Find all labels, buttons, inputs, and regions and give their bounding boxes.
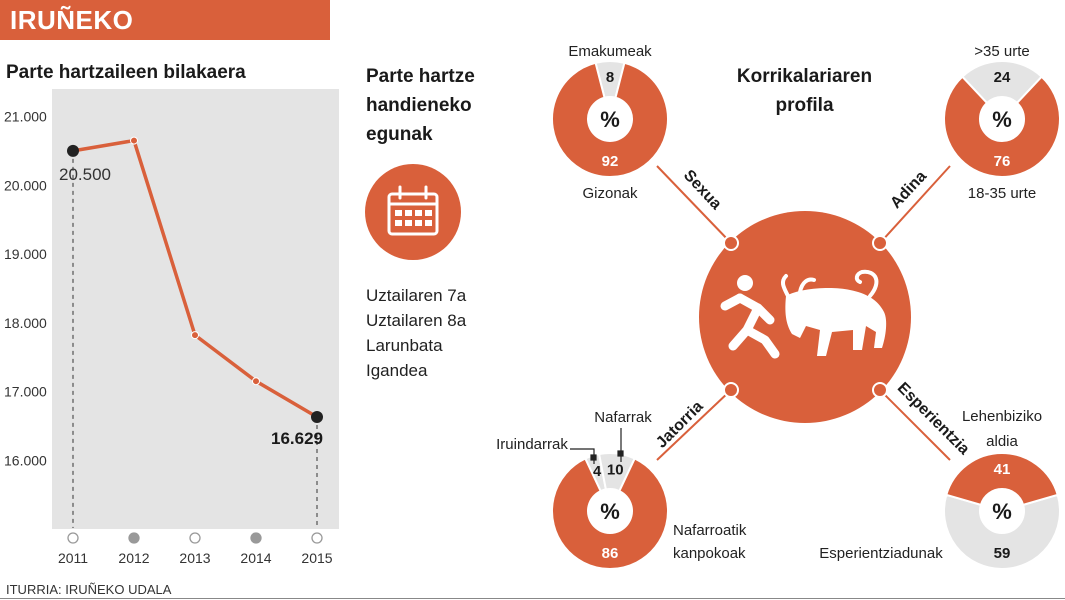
data-point [311, 411, 323, 424]
connector-jatorria [656, 389, 732, 461]
day-item: Uztailaren 8a [366, 311, 467, 330]
data-point [252, 377, 260, 386]
percent-symbol: % [600, 107, 620, 132]
label-35-plus: >35 urte [974, 43, 1029, 60]
data-label: 20.500 [59, 165, 111, 184]
branch-label-jatorria: Jatorria [653, 398, 707, 452]
line-chart: 16.000 17.000 18.000 19.000 20.000 21.000 20.5… [4, 109, 333, 567]
days-title-line: egunak [366, 124, 433, 145]
data-point [67, 144, 79, 157]
page-title: IRUÑEKO ENTZIERROAK [0, 0, 330, 75]
x-tick-label: 2014 [240, 550, 271, 566]
donut-hole [980, 97, 1024, 141]
x-tick-marker [189, 532, 201, 544]
data-label: 16.629 [271, 429, 323, 448]
hub-node-jatorria [723, 382, 739, 398]
source-divider [0, 598, 1065, 599]
branch-label-adina: Adina [887, 168, 930, 212]
y-tick-label: 18.000 [4, 315, 47, 331]
hub-node-sexua [723, 235, 739, 251]
connector-esperientzia [879, 389, 951, 461]
slice-value: 76 [994, 153, 1011, 170]
percent-symbol: % [600, 499, 620, 524]
leader-lines [570, 428, 624, 464]
connector-sexua [656, 165, 732, 244]
line-plot-background [52, 89, 339, 529]
branch-label-sexua: Sexua [680, 167, 725, 213]
slice-value: 10 [607, 461, 624, 478]
y-tick-label: 19.000 [4, 246, 47, 262]
day-item: Uztailaren 7a [366, 286, 467, 305]
days-title-line: Parte hartze [366, 66, 475, 87]
label-gizonak: Gizonak [582, 185, 638, 202]
x-tick-marker [128, 532, 140, 544]
label-kanpokoak-line2: kanpokoak [673, 545, 746, 562]
x-tick-label: 2015 [301, 550, 332, 566]
slice-value: 92 [602, 153, 619, 170]
connector-adina [879, 165, 951, 244]
days-list: Uztailaren 7a Uztailaren 8a Larunbata Ig… [366, 283, 466, 383]
percent-symbol: % [992, 499, 1012, 524]
donut-hole [588, 97, 632, 141]
percent-symbol: % [992, 107, 1012, 132]
days-title-line: handieneko [366, 95, 472, 116]
data-point [191, 331, 199, 340]
y-tick-label: 20.000 [4, 177, 47, 193]
label-lehenbiziko-line2: aldia [986, 433, 1018, 450]
profile-donuts: 8 92% 24 76% 4 10 86% 59 41% [551, 60, 1061, 570]
source-credit: ITURRIA: IRUÑEKO UDALA [6, 582, 172, 597]
donut-esperientzia: 59 41% [943, 451, 1061, 570]
profile-title-line: Korrikalariaren [736, 66, 873, 87]
donut-jatorria: 4 10 86% [551, 452, 669, 570]
hub-node-esperientzia [872, 382, 888, 398]
label-iruindarrak: Iruindarrak [496, 436, 568, 453]
x-tick-marker [250, 532, 262, 544]
branch-label-esperientzia: Esperientzia [894, 379, 973, 458]
y-tick-label: 21.000 [4, 109, 47, 125]
x-tick-marker [311, 532, 323, 544]
runner-icon [720, 275, 780, 359]
bull-icon [780, 269, 887, 356]
x-tick-label: 2011 [58, 550, 88, 566]
day-item: Larunbata [366, 336, 443, 355]
day-item: Igandea [366, 361, 428, 380]
hub-node-adina [872, 235, 888, 251]
slice-value: 24 [994, 69, 1011, 86]
donut-sexua: 8 92% [551, 60, 669, 178]
days-title: Parte hartze handieneko egunak [366, 62, 475, 149]
donut-hole [980, 489, 1024, 533]
x-tick-marker [67, 532, 79, 544]
slice-value: 41 [994, 461, 1011, 478]
label-emakumeak: Emakumeak [568, 43, 652, 60]
profile-title: Korrikalariaren profila [712, 62, 897, 120]
label-lehenbiziko-line1: Lehenbiziko [962, 408, 1042, 425]
y-tick-label: 16.000 [4, 452, 47, 468]
label-18-35: 18-35 urte [968, 185, 1036, 202]
x-tick-label: 2012 [118, 550, 149, 566]
slice-value: 8 [606, 69, 614, 86]
line-chart-title: Parte hartzaileen bilakaera [6, 62, 246, 83]
slice-value: 4 [593, 463, 602, 480]
label-kanpokoak-line1: Nafarroatik [673, 522, 747, 539]
slice-value: 86 [602, 545, 619, 562]
slice-value: 59 [994, 545, 1011, 562]
y-tick-label: 17.000 [4, 384, 47, 400]
data-point [130, 136, 138, 145]
label-nafarrak: Nafarrak [594, 409, 652, 426]
donut-adina: 24 76% [943, 60, 1061, 179]
calendar-icon [365, 164, 461, 260]
label-esperientziadunak: Esperientziadunak [819, 545, 943, 562]
donut-hole [588, 489, 632, 533]
profile-title-line: profila [775, 95, 834, 116]
x-tick-label: 2013 [179, 550, 210, 566]
